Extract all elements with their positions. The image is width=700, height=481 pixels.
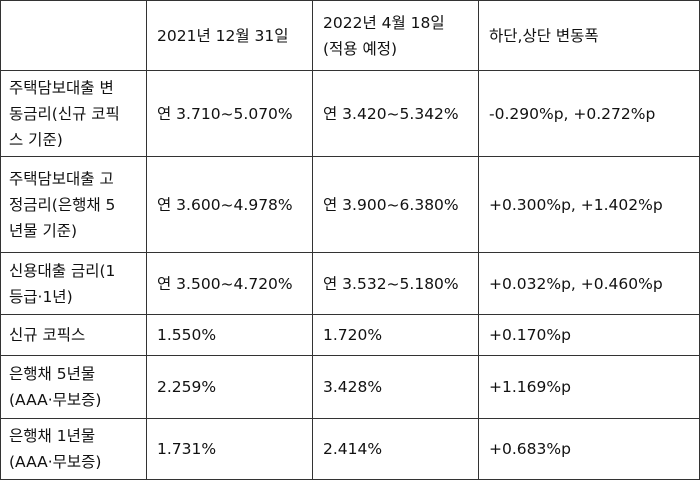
table-header-row: 2021년 12월 31일 2022년 4월 18일 (적용 예정) 하단,상단… <box>0 0 700 71</box>
row-label-line: 등급·1년) <box>9 287 73 306</box>
header-2021-date-text: 2021년 12월 31일 <box>157 26 289 45</box>
row-label-line: 은행채 1년물 <box>9 427 96 445</box>
value-2022: 연 3.532~5.180% <box>312 252 479 315</box>
table-row: 은행채 1년물 (AAA·무보증) 1.731% 2.414% +0.683%p <box>0 418 700 480</box>
row-label-line: 신규 코픽스 <box>9 326 86 344</box>
value-2021: 1.731% <box>146 418 313 480</box>
row-label-line: 년물 기준) <box>9 221 78 240</box>
row-label-line: 주택담보대출 변 <box>9 78 114 97</box>
row-label: 은행채 1년물 (AAA·무보증) <box>0 418 147 480</box>
table-row: 주택담보대출 변 동금리(신규 코픽 스 기준) 연 3.710~5.070% … <box>0 70 700 157</box>
row-label-line: 주택담보대출 고 <box>9 169 114 188</box>
value-2022: 1.720% <box>312 314 479 356</box>
row-label-line: 은행채 5년물 <box>9 365 96 383</box>
value-2022: 연 3.900~6.380% <box>312 156 479 253</box>
row-label-line: 신용대출 금리(1 <box>9 261 116 280</box>
header-2021-date: 2021년 12월 31일 <box>146 0 313 71</box>
row-label-line: 정금리(은행채 5 <box>9 195 116 214</box>
header-change-text: 하단,상단 변동폭 <box>489 26 599 45</box>
value-change: +0.683%p <box>478 418 700 480</box>
row-label-line: 동금리(신규 코픽 <box>9 104 120 123</box>
value-change: +1.169%p <box>478 355 700 419</box>
value-2022: 2.414% <box>312 418 479 480</box>
value-2021: 연 3.600~4.978% <box>146 156 313 253</box>
row-label: 은행채 5년물 (AAA·무보증) <box>0 355 147 419</box>
value-2021: 연 3.500~4.720% <box>146 252 313 315</box>
row-label-line: 스 기준) <box>9 130 63 149</box>
value-2021: 2.259% <box>146 355 313 419</box>
value-2021: 연 3.710~5.070% <box>146 70 313 157</box>
header-2022-date: 2022년 4월 18일 (적용 예정) <box>312 0 479 71</box>
row-label: 신용대출 금리(1 등급·1년) <box>0 252 147 315</box>
header-change: 하단,상단 변동폭 <box>478 0 700 71</box>
table-row: 주택담보대출 고 정금리(은행채 5 년물 기준) 연 3.600~4.978%… <box>0 156 700 253</box>
row-label: 주택담보대출 변 동금리(신규 코픽 스 기준) <box>0 70 147 157</box>
row-label-line: (AAA·무보증) <box>9 391 102 409</box>
row-label-line: (AAA·무보증) <box>9 453 102 471</box>
value-2022: 3.428% <box>312 355 479 419</box>
value-2021: 1.550% <box>146 314 313 356</box>
header-2022-note: (적용 예정) <box>323 39 398 58</box>
value-2022: 연 3.420~5.342% <box>312 70 479 157</box>
value-change: +0.032%p, +0.460%p <box>478 252 700 315</box>
row-label: 신규 코픽스 <box>0 314 147 356</box>
table-row: 은행채 5년물 (AAA·무보증) 2.259% 3.428% +1.169%p <box>0 355 700 419</box>
value-change: -0.290%p, +0.272%p <box>478 70 700 157</box>
header-2022-date-text: 2022년 4월 18일 <box>323 13 445 32</box>
row-label: 주택담보대출 고 정금리(은행채 5 년물 기준) <box>0 156 147 253</box>
table-row: 신용대출 금리(1 등급·1년) 연 3.500~4.720% 연 3.532~… <box>0 252 700 315</box>
value-change: +0.300%p, +1.402%p <box>478 156 700 253</box>
table-row: 신규 코픽스 1.550% 1.720% +0.170%p <box>0 314 700 356</box>
value-change: +0.170%p <box>478 314 700 356</box>
header-blank-cell <box>0 0 147 71</box>
